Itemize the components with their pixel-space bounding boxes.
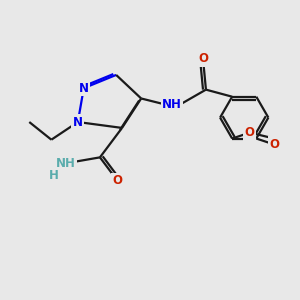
Text: N: N [79, 82, 89, 95]
Text: O: O [269, 138, 279, 151]
Text: H: H [50, 169, 59, 182]
Text: N: N [73, 116, 83, 128]
Text: NH: NH [56, 157, 76, 170]
Text: O: O [112, 174, 123, 188]
Text: NH: NH [162, 98, 182, 111]
Text: O: O [198, 52, 208, 65]
Text: O: O [245, 126, 255, 139]
